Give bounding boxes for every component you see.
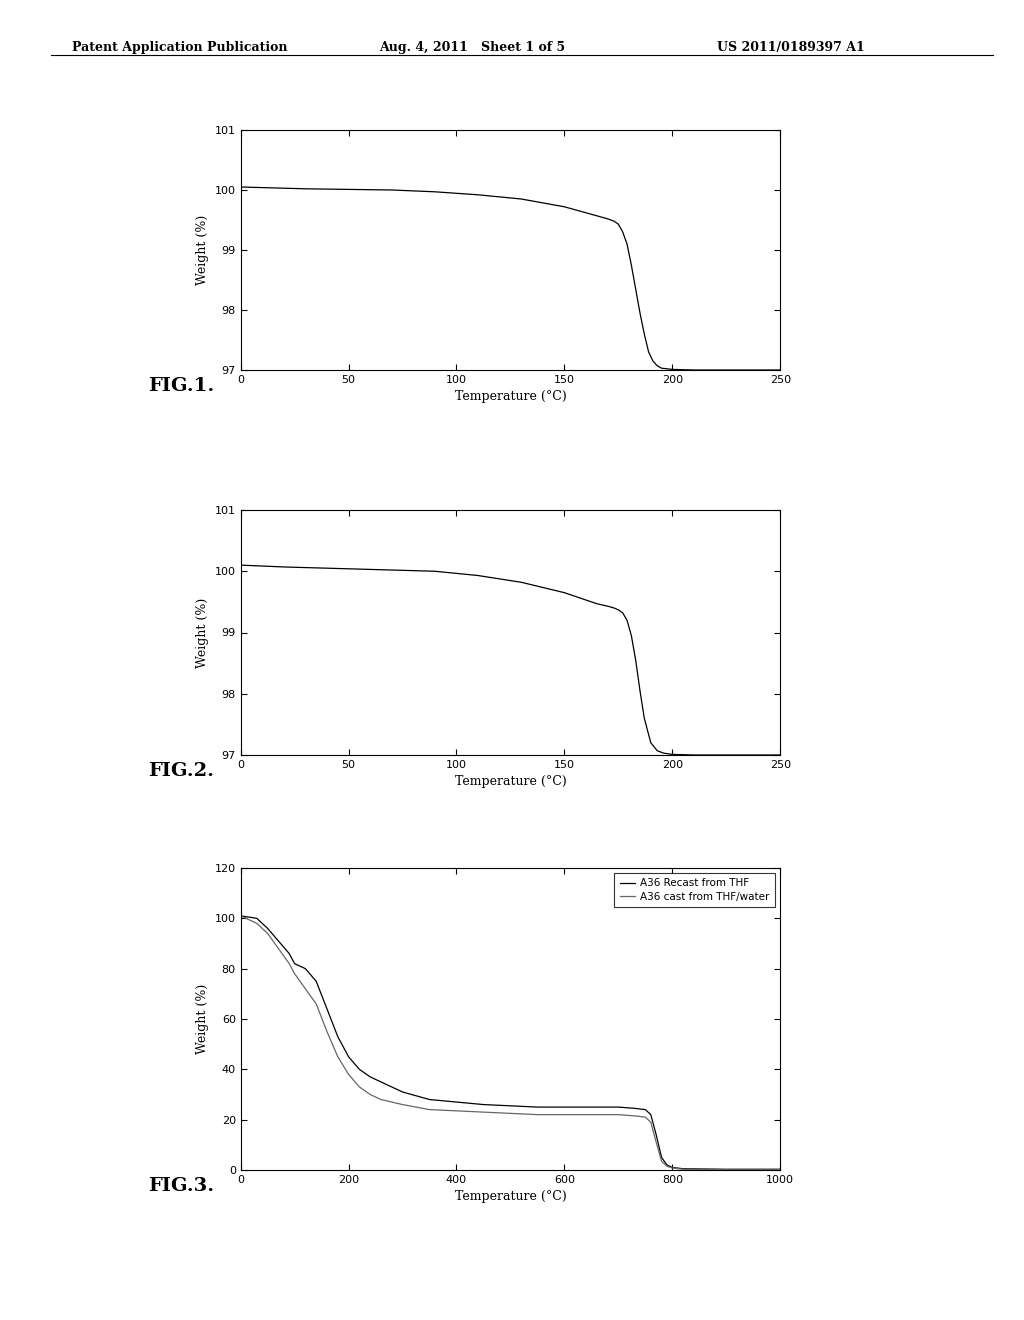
A36 Recast from THF <box>586 1100 598 1115</box>
A36 Recast from THF <box>612 1100 625 1115</box>
Text: Aug. 4, 2011   Sheet 1 of 5: Aug. 4, 2011 Sheet 1 of 5 <box>379 41 565 54</box>
A36 cast from THF/water <box>650 1134 663 1150</box>
A36 cast from THF/water <box>504 1105 516 1121</box>
A36 cast from THF/water <box>774 1162 786 1177</box>
A36 Recast from THF <box>261 920 273 936</box>
A36 Recast from THF <box>283 945 295 961</box>
Text: Patent Application Publication: Patent Application Publication <box>72 41 287 54</box>
Text: FIG.1.: FIG.1. <box>148 376 215 395</box>
A36 cast from THF/water <box>423 1102 435 1118</box>
X-axis label: Temperature (°C): Temperature (°C) <box>455 775 566 788</box>
A36 cast from THF/water <box>283 956 295 972</box>
A36 cast from THF/water <box>612 1106 625 1122</box>
A36 Recast from THF <box>477 1097 489 1113</box>
X-axis label: Temperature (°C): Temperature (°C) <box>455 391 566 404</box>
Y-axis label: Weight (%): Weight (%) <box>197 983 209 1055</box>
A36 Recast from THF <box>650 1127 663 1143</box>
A36 Recast from THF <box>629 1101 641 1117</box>
A36 Recast from THF <box>396 1084 409 1100</box>
X-axis label: Temperature (°C): Temperature (°C) <box>455 1191 566 1204</box>
A36 Recast from THF <box>667 1159 679 1175</box>
A36 Recast from THF <box>251 911 263 927</box>
A36 Recast from THF <box>299 961 311 977</box>
A36 Recast from THF <box>645 1106 657 1122</box>
A36 Recast from THF <box>504 1098 516 1114</box>
A36 cast from THF/water <box>386 1094 398 1110</box>
A36 cast from THF/water <box>375 1092 387 1107</box>
A36 cast from THF/water <box>299 981 311 997</box>
Legend: A36 Recast from THF, A36 cast from THF/water: A36 Recast from THF, A36 cast from THF/w… <box>614 874 775 907</box>
A36 Recast from THF <box>234 908 247 924</box>
A36 Recast from THF <box>660 1158 673 1173</box>
A36 cast from THF/water <box>645 1114 657 1130</box>
A36 cast from THF/water <box>396 1097 409 1113</box>
A36 Recast from THF <box>342 1049 354 1065</box>
A36 cast from THF/water <box>558 1106 570 1122</box>
A36 cast from THF/water <box>272 941 285 957</box>
A36 cast from THF/water <box>531 1106 544 1122</box>
A36 cast from THF/water <box>289 966 301 982</box>
A36 cast from THF/water <box>660 1159 673 1175</box>
A36 Recast from THF <box>272 933 285 949</box>
Text: FIG.3.: FIG.3. <box>148 1176 215 1195</box>
Line: A36 cast from THF/water: A36 cast from THF/water <box>241 916 780 1170</box>
A36 Recast from THF <box>353 1061 366 1077</box>
A36 Recast from THF <box>720 1162 732 1177</box>
A36 cast from THF/water <box>234 908 247 924</box>
A36 Recast from THF <box>364 1069 376 1085</box>
A36 Recast from THF <box>531 1100 544 1115</box>
A36 Recast from THF <box>451 1094 463 1110</box>
A36 cast from THF/water <box>364 1086 376 1102</box>
Line: A36 Recast from THF: A36 Recast from THF <box>241 916 780 1170</box>
A36 Recast from THF <box>375 1074 387 1090</box>
A36 Recast from THF <box>655 1150 668 1166</box>
A36 Recast from THF <box>289 956 301 972</box>
A36 cast from THF/water <box>451 1104 463 1119</box>
A36 cast from THF/water <box>629 1107 641 1123</box>
A36 cast from THF/water <box>310 997 323 1012</box>
Text: FIG.2.: FIG.2. <box>148 762 214 780</box>
Text: US 2011/0189397 A1: US 2011/0189397 A1 <box>717 41 864 54</box>
A36 cast from THF/water <box>477 1105 489 1121</box>
A36 cast from THF/water <box>321 1024 333 1040</box>
A36 cast from THF/water <box>677 1162 689 1177</box>
A36 Recast from THF <box>310 973 323 989</box>
A36 cast from THF/water <box>720 1162 732 1177</box>
A36 cast from THF/water <box>655 1154 668 1170</box>
A36 cast from THF/water <box>667 1160 679 1176</box>
A36 Recast from THF <box>386 1078 398 1094</box>
A36 cast from THF/water <box>251 916 263 932</box>
A36 cast from THF/water <box>586 1106 598 1122</box>
A36 Recast from THF <box>423 1092 435 1107</box>
A36 cast from THF/water <box>261 925 273 941</box>
A36 cast from THF/water <box>639 1109 651 1125</box>
Y-axis label: Weight (%): Weight (%) <box>197 215 209 285</box>
A36 cast from THF/water <box>342 1067 354 1082</box>
A36 Recast from THF <box>774 1162 786 1177</box>
A36 cast from THF/water <box>332 1049 344 1065</box>
A36 Recast from THF <box>332 1028 344 1044</box>
A36 Recast from THF <box>558 1100 570 1115</box>
A36 Recast from THF <box>321 1001 333 1016</box>
A36 cast from THF/water <box>353 1078 366 1094</box>
Y-axis label: Weight (%): Weight (%) <box>197 598 209 668</box>
A36 Recast from THF <box>639 1102 651 1118</box>
A36 Recast from THF <box>677 1160 689 1176</box>
